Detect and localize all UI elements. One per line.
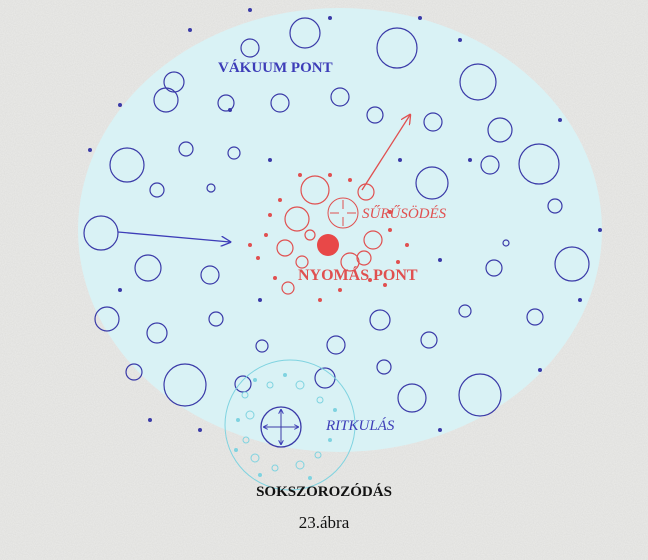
page: VÁKUUM PONT SŰRŰSÖDÉS NYOMÁS PONT RITKUL… <box>0 0 648 560</box>
pressure-point <box>317 234 339 256</box>
pressure-circle <box>405 243 409 247</box>
pressure-circle <box>338 288 342 292</box>
vacuum-circle <box>148 418 152 422</box>
diagram: VÁKUUM PONT SŰRŰSÖDÉS NYOMÁS PONT RITKUL… <box>0 0 648 560</box>
rarefaction-circle <box>283 373 287 377</box>
vacuum-circle <box>228 108 232 112</box>
vacuum-circle <box>118 103 122 107</box>
pressure-circle <box>278 198 282 202</box>
pressure-circle <box>298 173 302 177</box>
vacuum-circle <box>468 158 472 162</box>
pressure-circle <box>264 233 268 237</box>
vacuum-label: VÁKUUM PONT <box>218 59 333 76</box>
vacuum-circle <box>268 158 272 162</box>
vacuum-circle <box>328 16 332 20</box>
rarefaction-circle <box>328 438 332 442</box>
vacuum-circle <box>458 38 462 42</box>
rarefaction-circle <box>253 378 257 382</box>
vacuum-circle <box>598 228 602 232</box>
rarefaction-circle <box>258 473 262 477</box>
vacuum-circle <box>248 8 252 12</box>
vacuum-circle <box>198 428 202 432</box>
pressure-circle <box>348 178 352 182</box>
pressure-circle <box>388 228 392 232</box>
pressure-circle <box>328 173 332 177</box>
pressure-circle <box>256 256 260 260</box>
field-disc <box>78 8 602 452</box>
pressure-label: NYOMÁS PONT <box>298 265 418 284</box>
rarefaction-circle <box>234 448 238 452</box>
caption-title: SOKSZOROZÓDÁS <box>256 483 392 500</box>
pressure-circle <box>396 260 400 264</box>
pressure-circle <box>268 213 272 217</box>
figure-number: 23.ábra <box>299 513 350 532</box>
vacuum-circle <box>188 28 192 32</box>
pressure-circle <box>248 243 252 247</box>
vacuum-circle <box>88 148 92 152</box>
vacuum-circle <box>438 428 442 432</box>
rarefaction-label: RITKULÁS <box>325 417 395 434</box>
vacuum-circle <box>258 298 262 302</box>
rarefaction-circle <box>333 408 337 412</box>
condensation-label: SŰRŰSÖDÉS <box>362 205 447 222</box>
rarefaction-circle <box>308 476 312 480</box>
vacuum-circle <box>118 288 122 292</box>
vacuum-circle <box>578 298 582 302</box>
pressure-circle <box>273 276 277 280</box>
vacuum-circle <box>558 118 562 122</box>
vacuum-circle <box>398 158 402 162</box>
vacuum-circle <box>418 16 422 20</box>
vacuum-circle <box>538 368 542 372</box>
rarefaction-circle <box>236 418 240 422</box>
pressure-circle <box>318 298 322 302</box>
vacuum-circle <box>438 258 442 262</box>
